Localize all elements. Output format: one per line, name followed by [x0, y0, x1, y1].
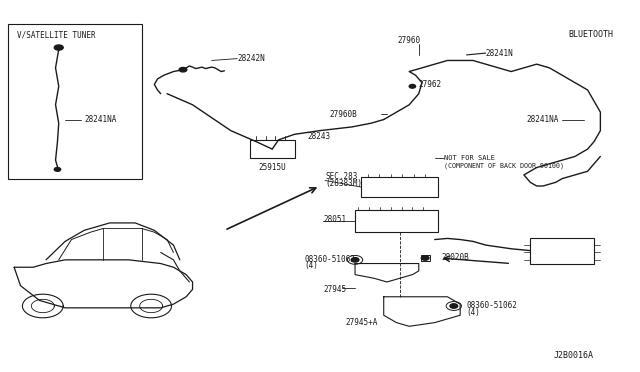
Circle shape — [409, 84, 415, 88]
Text: 27945+A: 27945+A — [345, 318, 378, 327]
Text: 28241NA: 28241NA — [527, 115, 559, 124]
Bar — [355, 210, 438, 232]
Text: NOT FOR SALE: NOT FOR SALE — [444, 155, 495, 161]
Text: (28383M): (28383M) — [325, 179, 362, 187]
Text: (COMPONENT OF BACK DOOR 90100): (COMPONENT OF BACK DOOR 90100) — [444, 163, 564, 169]
Bar — [531, 238, 594, 263]
Text: 27960B: 27960B — [330, 109, 357, 119]
Text: BLUETOOTH: BLUETOOTH — [568, 30, 614, 39]
Text: J2B0016A: J2B0016A — [554, 351, 594, 360]
Bar — [362, 177, 438, 197]
Text: 28243: 28243 — [307, 132, 330, 141]
Text: 27945: 27945 — [323, 285, 346, 294]
Bar — [250, 140, 294, 158]
Text: 28242N: 28242N — [237, 54, 265, 63]
Text: 27960: 27960 — [397, 36, 420, 45]
Bar — [420, 256, 429, 260]
Text: 28020B: 28020B — [441, 253, 469, 263]
Circle shape — [54, 45, 63, 50]
Text: 27962: 27962 — [419, 80, 442, 89]
Circle shape — [450, 304, 458, 308]
Text: 28051: 28051 — [323, 215, 346, 224]
Text: 28241N: 28241N — [486, 49, 513, 58]
Text: 08360-51062: 08360-51062 — [304, 255, 355, 264]
Text: 28241NA: 28241NA — [84, 115, 116, 124]
Text: 25915U: 25915U — [259, 163, 286, 172]
Text: (4): (4) — [467, 308, 481, 317]
Circle shape — [421, 256, 429, 260]
Circle shape — [54, 167, 61, 171]
Text: SEC.283: SEC.283 — [325, 172, 358, 181]
Text: (4): (4) — [304, 261, 318, 270]
Text: V/SATELLITE TUNER: V/SATELLITE TUNER — [17, 30, 96, 39]
Circle shape — [179, 67, 187, 72]
Text: 08360-51062: 08360-51062 — [467, 301, 517, 311]
Circle shape — [351, 258, 359, 262]
